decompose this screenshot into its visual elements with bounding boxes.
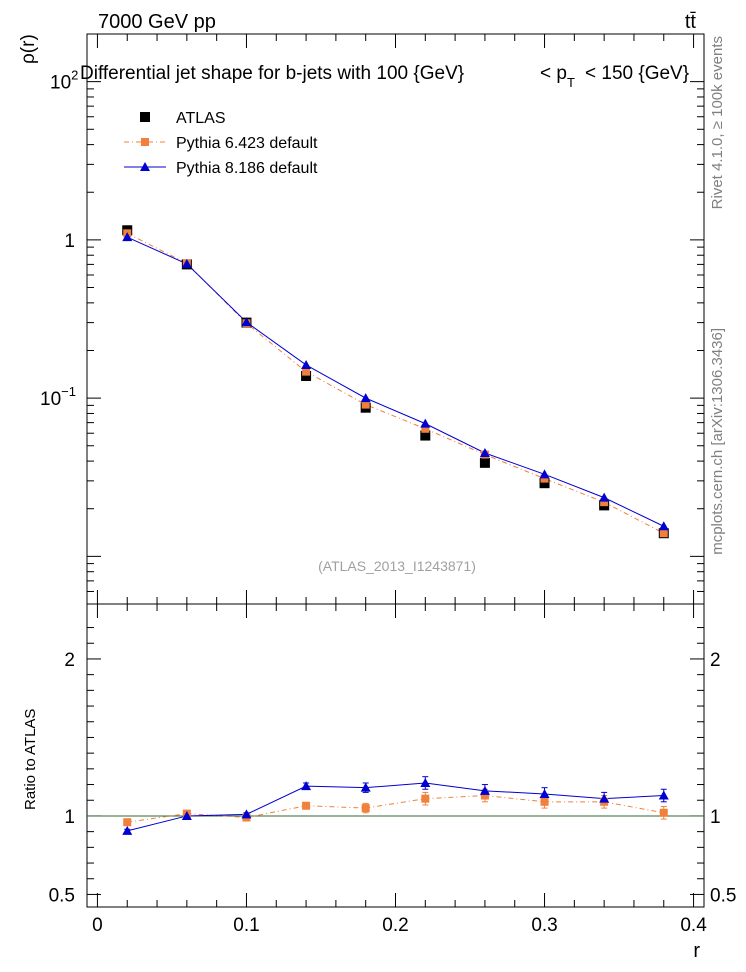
pythia8-point: [360, 393, 371, 403]
ratio-y-axis-title: Ratio to ATLAS: [22, 709, 39, 810]
atlas-point: [479, 457, 490, 468]
ratio-pythia8-point: [360, 782, 371, 792]
ratio-y-tick-label: 2: [64, 650, 75, 671]
x-tick-label: 0.2: [382, 915, 408, 936]
pythia6-point: [659, 529, 668, 538]
main-y-tick-label: 1: [64, 231, 75, 252]
ratio-pythia6-point: [123, 818, 132, 827]
plot-title-left: Differential jet shape for b-jets with 1…: [80, 63, 464, 84]
legend-label-pythia8: Pythia 8.186 default: [176, 160, 318, 177]
x-axis-title: r: [693, 940, 700, 962]
pythia8-point: [599, 492, 610, 502]
atlas-point: [301, 370, 312, 381]
ratio-pythia8-line: [127, 782, 664, 832]
ratio-series-layer: [122, 776, 669, 835]
analysis-id: (ATLAS_2013_I1243871): [318, 558, 476, 574]
main-axes: 102 1 10−1: [40, 33, 704, 605]
pythia6-point: [361, 400, 370, 409]
ratio-pythia8-point: [599, 793, 610, 803]
ratio-pythia8-point: [420, 777, 431, 787]
x-tick-label: 0.1: [233, 915, 259, 936]
plot-title-pt: < pT: [540, 63, 575, 90]
side-label-top: Rivet 4.1.0, ≥ 100k events: [709, 36, 726, 209]
ratio-pythia8-point: [658, 790, 669, 800]
ratio-pythia6-point: [480, 791, 489, 800]
process-label: tt̄: [685, 11, 697, 33]
ratio-pythia6-point: [659, 808, 668, 817]
ratio-y-tick-label-right: 1: [710, 807, 721, 828]
legend-label-pythia6: Pythia 6.423 default: [176, 135, 318, 152]
pythia8-point: [539, 469, 550, 479]
ratio-pythia6-point: [540, 797, 549, 806]
pythia8-point: [241, 317, 252, 327]
ratio-y-tick-label-right: 2: [710, 650, 721, 671]
ratio-axes: 0 0.1 0.2 0.3 0.4 2 2 1 1 0.5 0.5: [49, 604, 736, 936]
ratio-pythia8-point: [241, 809, 252, 819]
plot-title-right: < 150 {GeV}: [585, 63, 689, 84]
pythia8-point: [479, 447, 490, 457]
pythia6-point: [540, 474, 549, 483]
atlas-point: [539, 478, 550, 489]
pythia6-point: [421, 424, 430, 433]
pythia6-point: [302, 367, 311, 376]
main-y-tick-label: 10−1: [40, 384, 76, 410]
side-label-bottom: mcplots.cern.ch [arXiv:1306.3436]: [709, 328, 726, 555]
x-tick-label: 0.3: [531, 915, 557, 936]
legend-label-atlas: ATLAS: [176, 110, 226, 127]
pythia8-point: [301, 359, 312, 369]
ratio-pythia8-point: [539, 788, 550, 798]
pythia8-line: [127, 236, 664, 527]
ratio-y-tick-label: 1: [64, 807, 75, 828]
x-tick-label: 0.4: [680, 915, 707, 936]
main-y-tick-label: 102: [50, 68, 78, 94]
ratio-pythia6-point: [302, 801, 311, 810]
x-tick-label: 0: [92, 915, 103, 936]
atlas-point: [420, 430, 431, 441]
pythia8-point: [181, 258, 192, 268]
main-y-axis-title: ρ(r): [18, 34, 39, 64]
pythia6-point: [600, 498, 609, 507]
ratio-pythia6-point: [361, 804, 370, 813]
ratio-pythia8-point: [122, 825, 133, 835]
ratio-pythia6-line: [127, 795, 664, 823]
pythia8-point: [122, 232, 133, 242]
ratio-y-tick-label-right: 0.5: [710, 885, 736, 906]
pythia6-line: [127, 232, 664, 534]
legend-marker-pythia8: [140, 162, 150, 171]
ratio-pythia8-point: [479, 785, 490, 795]
ratio-plot-frame: [86, 603, 705, 908]
ratio-pythia6-point: [421, 794, 430, 803]
ratio-pythia8-point: [181, 810, 192, 820]
main-series-layer: [122, 225, 669, 539]
pythia8-point: [658, 521, 669, 531]
legend-marker-pythia6: [141, 138, 149, 146]
ratio-y-tick-label: 0.5: [49, 885, 75, 906]
legend: ATLAS Pythia 6.423 default Pythia 8.186 …: [124, 110, 318, 177]
pythia8-point: [420, 418, 431, 428]
energy-label: 7000 GeV pp: [98, 11, 216, 33]
legend-marker-atlas: [140, 112, 150, 122]
ratio-pythia8-point: [301, 781, 312, 791]
